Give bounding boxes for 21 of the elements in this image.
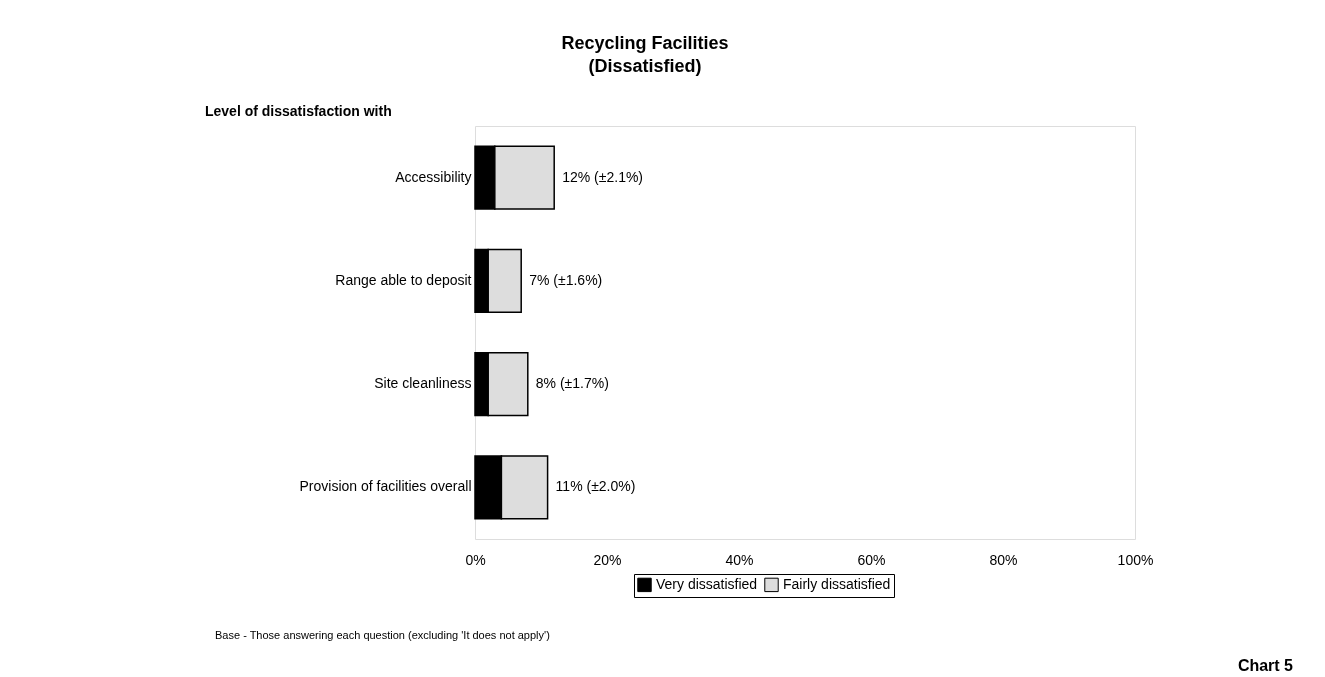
y-tick-label: Accessibility [395, 168, 472, 185]
legend-label: Fairly dissatisfied [783, 575, 891, 592]
chart-title: Recycling Facilities [561, 33, 729, 53]
text: Level of dissatisfaction with [205, 103, 392, 119]
y-tick-label: Provision of facilities overall [299, 478, 472, 495]
legend-label: Very dissatisfied [656, 575, 758, 592]
total-label: 8% (±1.7%) [535, 375, 609, 392]
y-tick-label: Site cleanliness [374, 375, 472, 392]
total-label: 12% (±2.1%) [562, 168, 644, 185]
x-tick-label: 60% [857, 551, 886, 568]
y-tick-label: Range able to deposit [335, 271, 472, 288]
total-label: 11% (±2.0%) [555, 478, 636, 495]
chart-subtitle: (Dissatisfied) [588, 56, 702, 76]
text: Base - Those answering each question (excluding 'It does not apply') [215, 629, 550, 641]
caption: Chart 5 [1237, 657, 1294, 674]
x-tick-label: 20% [593, 551, 622, 568]
x-tick-label: 40% [725, 551, 754, 568]
x-tick-label: 100% [1117, 551, 1154, 568]
x-tick-label: 0% [465, 551, 486, 568]
x-tick-label: 80% [989, 551, 1018, 568]
total-label: 7% (±1.6%) [529, 271, 603, 288]
